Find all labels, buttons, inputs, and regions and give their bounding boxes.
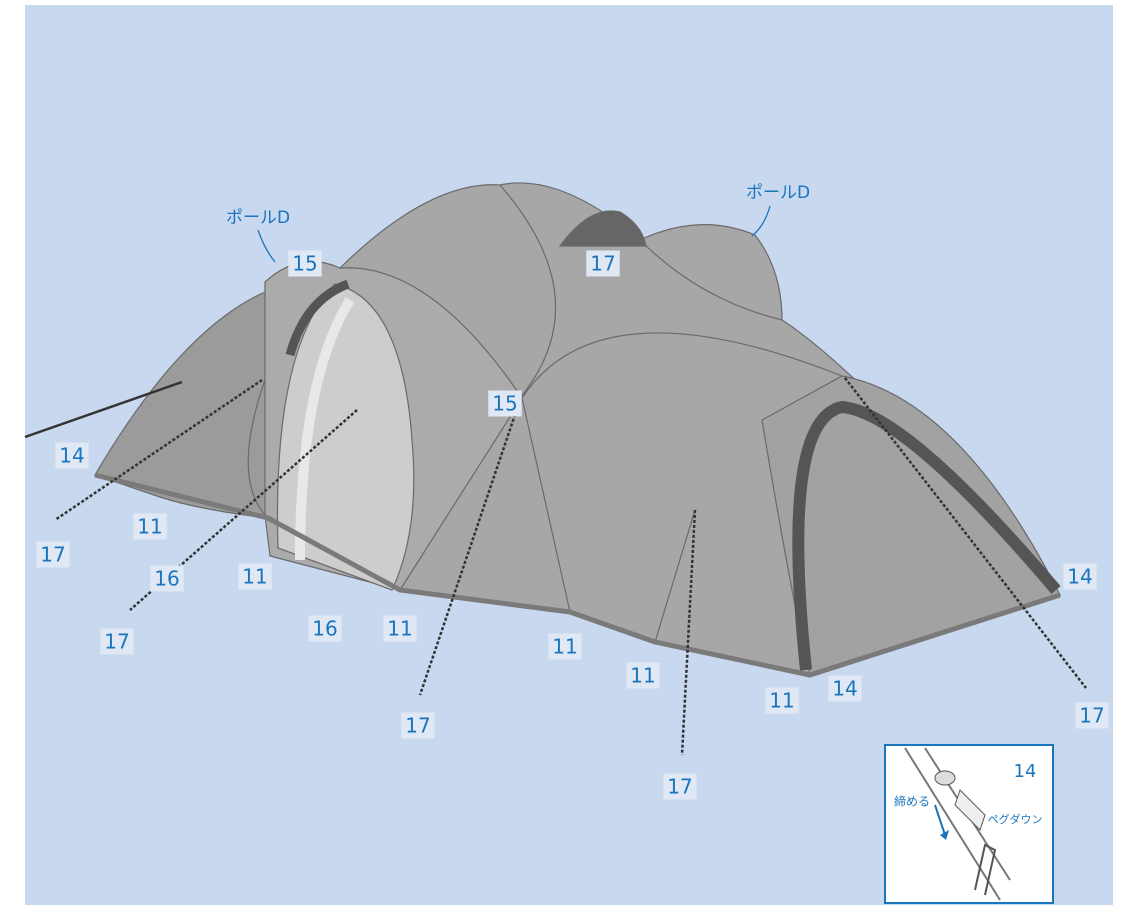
- callout-label: 11: [769, 689, 794, 713]
- label-box: [586, 250, 620, 277]
- callout-label: 11: [630, 664, 655, 688]
- callout-label: 17: [40, 543, 65, 567]
- callout-label: 17: [590, 252, 615, 276]
- label-box: [1075, 702, 1109, 729]
- callout-label: 11: [242, 565, 267, 589]
- label-box: [1063, 563, 1097, 590]
- callout-label: 11: [137, 515, 162, 539]
- label-box: [765, 687, 799, 714]
- callout-label: 17: [104, 630, 129, 654]
- label-box: [626, 662, 660, 689]
- label-box: [55, 442, 89, 469]
- label-box: [133, 513, 167, 540]
- callout-label: 14: [1067, 565, 1092, 589]
- callout-label: 16: [154, 567, 179, 591]
- callout-label: 11: [552, 635, 577, 659]
- label-box: [488, 390, 522, 417]
- callout-label: ポールD: [226, 208, 290, 228]
- label-box: [828, 675, 862, 702]
- label-box: [401, 712, 435, 739]
- inset-peg-down: ペグダウン: [988, 812, 1043, 826]
- callout-label: 17: [405, 714, 430, 738]
- callout-label: 11: [387, 617, 412, 641]
- callout-label: 17: [667, 775, 692, 799]
- callout-label: ポールD: [746, 183, 810, 203]
- label-box: [150, 565, 184, 592]
- label-box: [238, 563, 272, 590]
- leader-lines: [257, 205, 771, 263]
- callout-label: 14: [59, 444, 84, 468]
- callout-label: 16: [312, 617, 337, 641]
- label-box: [308, 615, 342, 642]
- callout-label: 17: [1079, 704, 1104, 728]
- label-box: [663, 773, 697, 800]
- label-box: [383, 615, 417, 642]
- callout-label: 14: [832, 677, 857, 701]
- callout-label: 15: [292, 252, 317, 276]
- labels: ポールD ポールD 15 17 15 14 11 17 16 11 17 16 11 11 17 11 11 14…: [36, 183, 1109, 800]
- inset: 14 締める ペグダウン: [884, 744, 1054, 904]
- inset-number: 14: [1014, 761, 1037, 782]
- label-box: [288, 250, 322, 277]
- label-box: [36, 541, 70, 568]
- inset-tighten: 締める: [894, 794, 930, 809]
- callout-label: 15: [492, 392, 517, 416]
- tent: [94, 182, 1062, 678]
- label-box: [100, 628, 134, 655]
- label-box: [548, 633, 582, 660]
